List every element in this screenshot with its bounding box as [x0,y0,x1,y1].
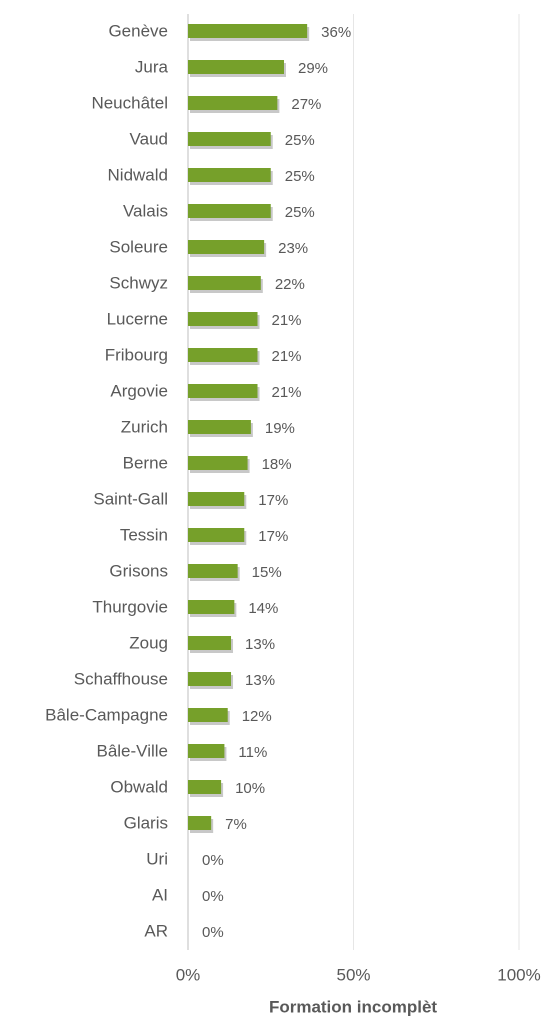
value-label: 23% [278,240,308,257]
value-label: 21% [272,384,302,401]
bar [188,600,235,614]
y-tick-label: Fribourg [105,345,168,364]
y-tick-label: Obwald [110,777,168,796]
value-label: 13% [245,672,275,689]
value-label: 21% [272,348,302,365]
value-label: 25% [285,204,315,221]
value-label: 22% [275,276,305,293]
bar [188,60,284,74]
value-label: 0% [202,888,224,905]
value-label: 19% [265,420,295,437]
bar [188,492,245,506]
value-label: 13% [245,636,275,653]
value-label: 0% [202,852,224,869]
bar [188,564,238,578]
y-tick-label: Neuchâtel [91,93,168,112]
bar [188,24,308,38]
value-label: 25% [285,168,315,185]
value-label: 14% [248,600,278,617]
x-tick-label: 100% [497,965,540,984]
y-tick-label: Glaris [124,813,168,832]
bar [188,420,251,434]
y-tick-label: Bâle-Ville [96,741,168,760]
bar [188,708,228,722]
y-tick-label: Argovie [110,381,168,400]
y-tick-label: Schaffhouse [74,669,168,688]
y-tick-label: Grisons [109,561,168,580]
x-tick-label: 0% [176,965,201,984]
x-axis-label: Formation incomplèt [269,997,437,1016]
bar [188,528,245,542]
x-tick-label: 50% [336,965,370,984]
bar [188,312,258,326]
y-tick-label: Uri [146,849,168,868]
value-label: 25% [285,132,315,149]
value-label: 17% [258,528,288,545]
y-tick-label: Soleure [109,237,168,256]
y-tick-label: Nidwald [108,165,168,184]
y-tick-label: Genève [108,21,168,40]
bar [188,240,265,254]
bar [188,168,271,182]
bar [188,816,212,830]
bar [188,384,258,398]
value-label: 18% [262,456,292,473]
y-tick-label: Schwyz [109,273,168,292]
value-label: 7% [225,816,247,833]
y-tick-label: Valais [123,201,168,220]
value-label: 27% [291,96,321,113]
bar [188,348,258,362]
bar [188,672,232,686]
value-label: 12% [242,708,272,725]
value-label: 0% [202,924,224,941]
bar [188,744,225,758]
y-tick-label: AI [152,885,168,904]
bar [188,132,271,146]
bar [188,636,232,650]
y-tick-label: Lucerne [107,309,168,328]
y-tick-label: Tessin [120,525,168,544]
y-tick-label: Bâle-Campagne [45,705,168,724]
y-tick-label: Vaud [130,129,168,148]
y-tick-label: AR [144,921,168,940]
bar [188,204,271,218]
value-label: 10% [235,780,265,797]
bar [188,276,261,290]
bar [188,456,248,470]
y-tick-label: Thurgovie [92,597,168,616]
value-label: 15% [252,564,282,581]
bar [188,96,278,110]
value-label: 21% [272,312,302,329]
y-tick-label: Berne [123,453,168,472]
y-tick-label: Zoug [129,633,168,652]
value-label: 11% [238,744,267,761]
value-label: 17% [258,492,288,509]
y-tick-label: Saint-Gall [93,489,168,508]
y-tick-label: Jura [135,57,169,76]
value-label: 29% [298,60,328,77]
bar [188,780,222,794]
value-label: 36% [321,24,351,41]
y-tick-label: Zurich [121,417,168,436]
